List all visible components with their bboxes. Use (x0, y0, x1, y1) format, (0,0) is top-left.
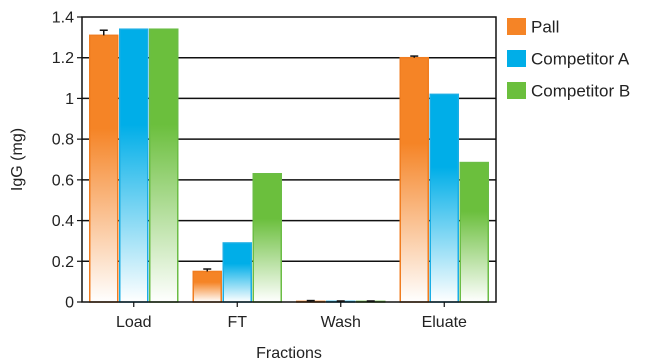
legend-label: Competitor A (531, 50, 630, 69)
legend: Pall Competitor A Competitor B (507, 18, 630, 101)
legend-label: Pall (531, 18, 559, 37)
error-bar-load-pall (99, 29, 108, 36)
y-tick-label: 1.4 (52, 10, 74, 27)
error-bar-eluate-pall (410, 55, 419, 58)
x-tick-label: Load (116, 314, 152, 331)
y-tick-label: 0 (65, 295, 74, 312)
legend-swatch (507, 50, 526, 67)
y-tick-label: 1 (65, 91, 74, 108)
bar-ft-pall (192, 270, 222, 303)
bar-eluate-competitor-b (459, 161, 489, 303)
x-tick-label: Wash (321, 314, 361, 331)
y-tick-label: 0.6 (52, 172, 74, 189)
bar-load-pall (89, 34, 119, 303)
x-tick-label: Eluate (422, 314, 467, 331)
x-axis-ticks: Load FT Wash Eluate (116, 302, 467, 331)
y-tick-label: 1.2 (52, 50, 74, 67)
error-bars (99, 29, 419, 302)
x-tick-label: FT (227, 314, 247, 331)
bar-eluate-pall (399, 56, 429, 303)
legend-item-competitor-b: Competitor B (507, 82, 630, 101)
bar-eluate-competitor-a (429, 93, 459, 303)
error-bar-ft-pall (203, 268, 212, 272)
legend-swatch (507, 18, 526, 35)
bar-load-competitor-b (149, 28, 179, 303)
y-tick-label: 0.8 (52, 132, 74, 149)
y-tick-label: 0.2 (52, 254, 74, 271)
legend-swatch (507, 82, 526, 99)
y-axis-title: IgG (mg) (9, 128, 26, 191)
legend-item-pall: Pall (507, 18, 559, 37)
legend-label: Competitor B (531, 82, 630, 101)
legend-item-competitor-a: Competitor A (507, 50, 630, 69)
y-tick-label: 0.4 (52, 213, 74, 230)
bar-ft-competitor-b (252, 173, 282, 303)
x-axis-title: Fractions (256, 345, 322, 362)
bar-ft-competitor-a (222, 242, 252, 303)
y-axis-ticks: 0 0.2 0.4 0.6 0.8 1 1.2 1.4 (52, 10, 82, 312)
bar-load-competitor-a (119, 28, 149, 303)
plot-frame (81, 16, 497, 303)
